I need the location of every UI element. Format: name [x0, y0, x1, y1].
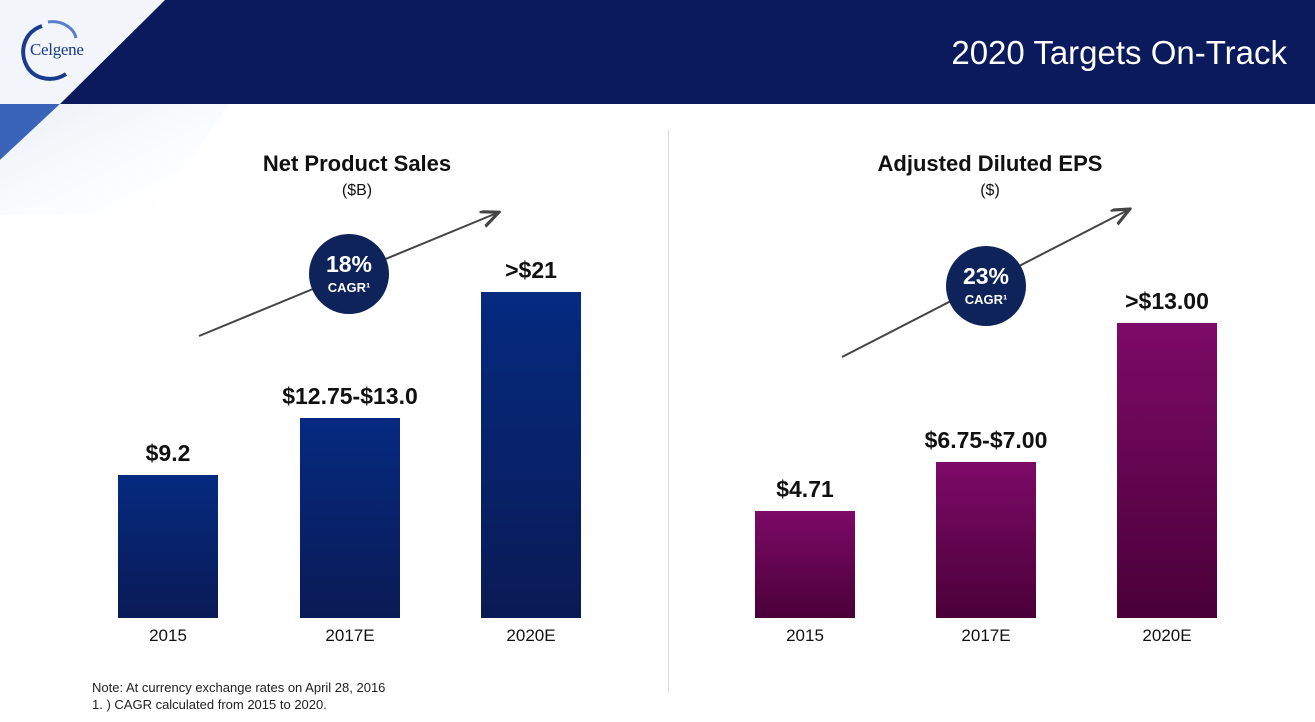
eps-value-label-2017e: $6.75-$7.00	[924, 427, 1048, 453]
eps-category-label-2017e: 2017E	[961, 626, 1011, 645]
sales-chart-unit: ($B)	[341, 182, 373, 199]
sales-bar-2020e	[481, 292, 581, 618]
sales-chart-title: Net Product Sales	[262, 151, 452, 176]
celgene-logo	[14, 18, 110, 88]
eps-bar-2015	[755, 511, 855, 618]
sales-cagr-value: 18%	[325, 251, 373, 277]
sales-cagr-label: CAGR¹	[327, 280, 371, 295]
sales-value-label-2015: $9.2	[145, 440, 191, 466]
eps-category-label-2015: 2015	[786, 626, 824, 645]
sales-value-label-2020e: >$21	[505, 257, 557, 283]
eps-value-label-2020e: >$13.00	[1125, 288, 1209, 314]
eps-cagr-value: 23%	[962, 263, 1010, 289]
footnote-currency: Note: At currency exchange rates on Apri…	[92, 680, 386, 695]
header-banner	[0, 0, 1315, 104]
eps-cagr-label: CAGR¹	[964, 292, 1008, 307]
panel-divider	[668, 130, 669, 692]
sales-bar-2017e	[300, 418, 400, 618]
logo-text: Celgene	[30, 40, 84, 59]
eps-value-label-2015: $4.71	[776, 476, 834, 502]
sales-cagr-badge: 18% CAGR¹	[309, 234, 389, 314]
eps-category-label-2020e: 2020E	[1142, 626, 1192, 645]
page-title: 2020 Targets On-Track	[951, 34, 1287, 71]
eps-cagr-badge: 23% CAGR¹	[946, 246, 1026, 326]
sales-value-label-2017e: $12.75-$13.0	[282, 383, 418, 409]
footnote-cagr: 1. ) CAGR calculated from 2015 to 2020.	[92, 697, 327, 712]
sales-bar-2015	[118, 475, 218, 618]
sales-category-label-2020e: 2020E	[506, 626, 556, 645]
sales-category-label-2015: 2015	[149, 626, 187, 645]
eps-chart-unit: ($)	[980, 182, 1000, 199]
eps-bar-2020e	[1117, 323, 1217, 618]
sales-category-label-2017e: 2017E	[325, 626, 375, 645]
eps-chart-title: Adjusted Diluted EPS	[877, 151, 1103, 176]
eps-bar-2017e	[936, 462, 1036, 618]
